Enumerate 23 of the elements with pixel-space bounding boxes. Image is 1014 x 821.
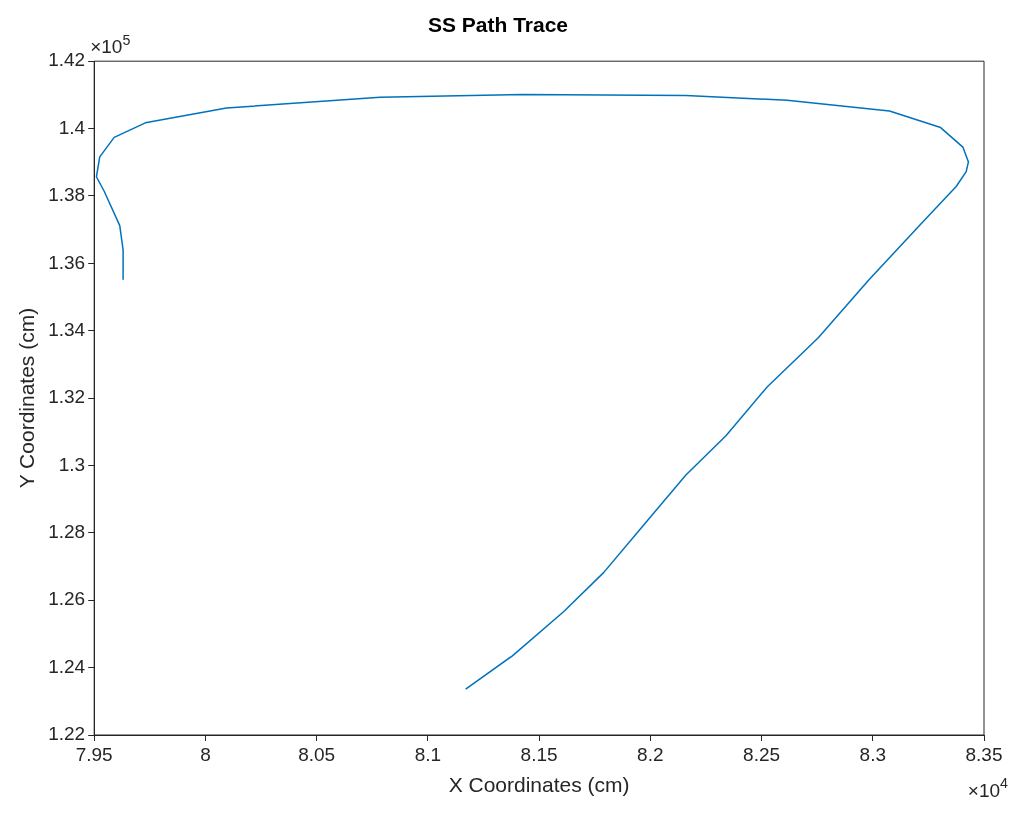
x-tick-label: 8.3: [859, 743, 886, 765]
y-tick-label: 1.34: [48, 318, 86, 340]
x-tick-label: 8.25: [743, 743, 781, 765]
y-tick-label: 1.3: [58, 453, 86, 475]
x-tick-label: 8.15: [520, 743, 558, 765]
x-tick-label: 8.05: [298, 743, 336, 765]
x-tick-label: 8.35: [965, 743, 1003, 765]
x-axis-title: X Coordinates (cm): [448, 773, 630, 797]
chart-title: SS Path Trace: [427, 13, 569, 37]
y-tick-label: 1.28: [48, 521, 86, 543]
y-tick-label: 1.24: [48, 655, 86, 677]
x-tick-label: 8.2: [637, 743, 664, 765]
y-tick-label: 1.22: [48, 723, 86, 745]
y-tick-label: 1.38: [48, 184, 86, 206]
y-tick-label: 1.32: [48, 386, 86, 408]
y-axis-title: Y Coordinates (cm): [15, 307, 39, 489]
x-tick-label: 8.1: [414, 743, 442, 765]
x-tick-label: 7.95: [75, 743, 113, 765]
y-tick-label: 1.26: [48, 588, 86, 610]
x-tick-label: 8: [200, 743, 211, 765]
y-tick-label: 1.36: [48, 251, 86, 273]
y-tick-label: 1.42: [48, 49, 86, 71]
y-tick-label: 1.4: [58, 116, 86, 138]
